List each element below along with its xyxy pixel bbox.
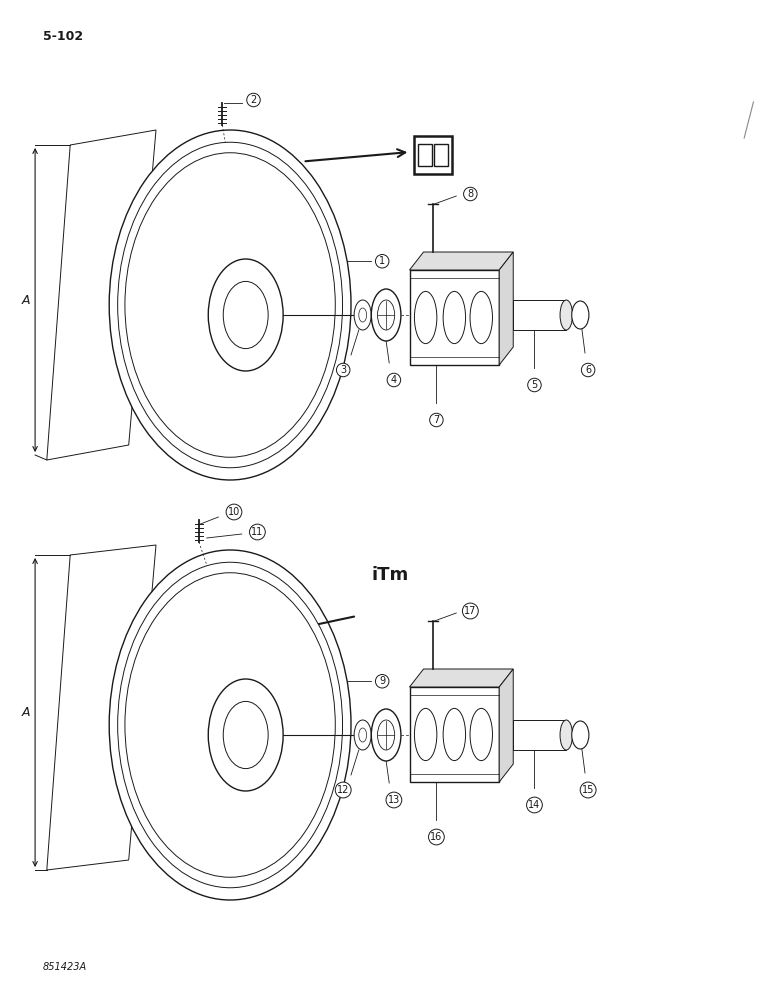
Text: 4: 4 <box>391 375 397 385</box>
Ellipse shape <box>354 300 371 330</box>
Polygon shape <box>47 545 156 870</box>
Polygon shape <box>410 252 513 270</box>
Text: A: A <box>22 294 30 306</box>
Text: 11: 11 <box>251 527 264 537</box>
Text: iTm: iTm <box>371 566 409 584</box>
Ellipse shape <box>560 300 573 330</box>
Text: 12: 12 <box>337 785 349 795</box>
Text: 7: 7 <box>433 415 440 425</box>
Text: 6: 6 <box>585 365 591 375</box>
Text: 5-102: 5-102 <box>43 30 83 43</box>
FancyBboxPatch shape <box>410 687 499 782</box>
Text: 1: 1 <box>379 256 385 266</box>
Text: 851423A: 851423A <box>43 962 87 972</box>
FancyBboxPatch shape <box>434 144 448 166</box>
Ellipse shape <box>470 708 492 761</box>
Polygon shape <box>410 669 513 687</box>
Text: 8: 8 <box>467 189 473 199</box>
Ellipse shape <box>470 291 492 344</box>
Ellipse shape <box>414 291 437 344</box>
FancyBboxPatch shape <box>418 144 432 166</box>
FancyBboxPatch shape <box>410 270 499 365</box>
Text: 3: 3 <box>340 365 346 375</box>
Ellipse shape <box>125 153 335 457</box>
Ellipse shape <box>223 281 268 349</box>
Ellipse shape <box>118 562 342 888</box>
Text: 13: 13 <box>388 795 400 805</box>
Ellipse shape <box>371 709 401 761</box>
Ellipse shape <box>359 308 367 322</box>
Polygon shape <box>47 130 156 460</box>
Ellipse shape <box>359 728 367 742</box>
Text: 9: 9 <box>379 676 385 686</box>
Text: 5: 5 <box>531 380 537 390</box>
Ellipse shape <box>208 679 283 791</box>
Ellipse shape <box>118 142 342 468</box>
Ellipse shape <box>208 259 283 371</box>
Text: 16: 16 <box>431 832 442 842</box>
Text: A: A <box>22 706 30 719</box>
Text: 15: 15 <box>582 785 594 795</box>
Text: 14: 14 <box>528 800 541 810</box>
Ellipse shape <box>572 301 589 329</box>
Ellipse shape <box>109 130 351 480</box>
FancyBboxPatch shape <box>513 720 566 750</box>
Polygon shape <box>499 252 513 365</box>
Ellipse shape <box>125 573 335 877</box>
Ellipse shape <box>443 291 466 344</box>
Ellipse shape <box>414 708 437 761</box>
Ellipse shape <box>443 708 466 761</box>
Ellipse shape <box>378 300 395 330</box>
Ellipse shape <box>354 720 371 750</box>
Text: 17: 17 <box>464 606 477 616</box>
Ellipse shape <box>371 289 401 341</box>
Text: 2: 2 <box>250 95 257 105</box>
Ellipse shape <box>560 720 573 750</box>
Polygon shape <box>499 669 513 782</box>
Ellipse shape <box>572 721 589 749</box>
Ellipse shape <box>109 550 351 900</box>
FancyBboxPatch shape <box>513 300 566 330</box>
Text: 10: 10 <box>228 507 240 517</box>
Ellipse shape <box>378 720 395 750</box>
Ellipse shape <box>223 701 268 769</box>
FancyBboxPatch shape <box>414 136 452 174</box>
